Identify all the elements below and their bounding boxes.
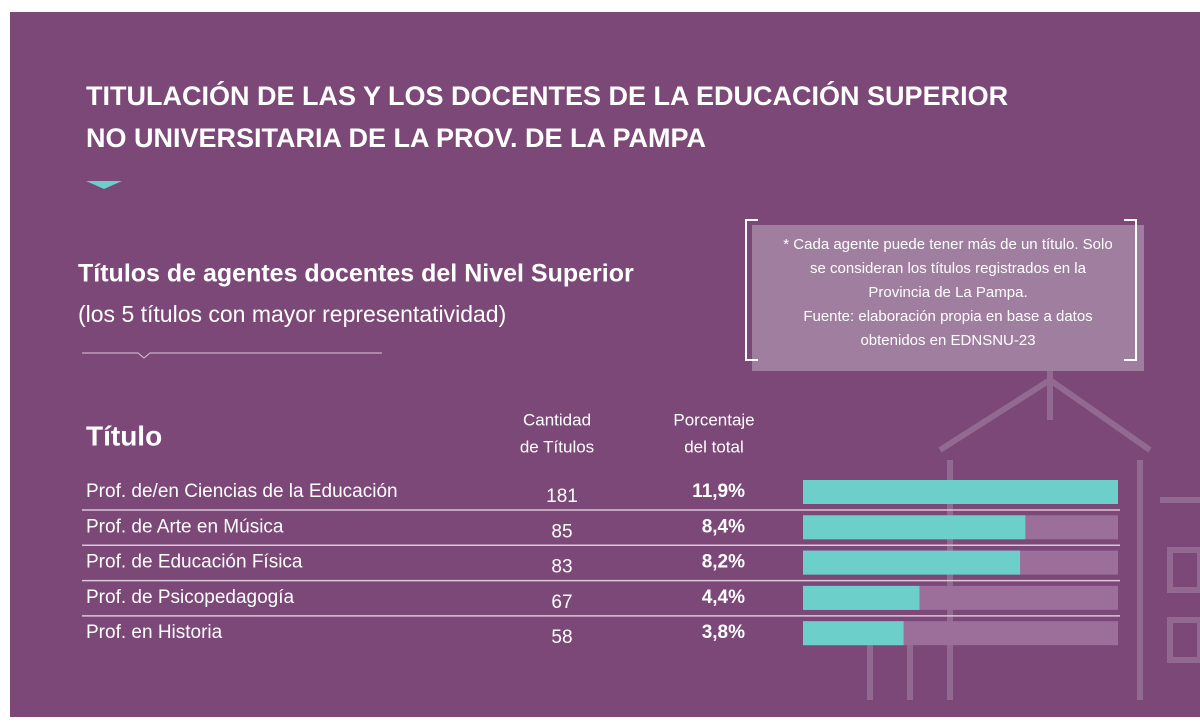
note-line: obtenidos en EDNSNU-23 xyxy=(860,332,1035,349)
title-line: NO UNIVERSITARIA DE LA PROV. DE LA PAMPA xyxy=(86,123,706,153)
count: 58 xyxy=(551,627,572,648)
note-line: * Cada agente puede tener más de un títu… xyxy=(783,236,1112,253)
bar xyxy=(803,550,1021,575)
subtitle: (los 5 títulos con mayor representativid… xyxy=(78,301,506,327)
percent-label: 11,9% xyxy=(692,481,745,502)
title-marker xyxy=(86,181,122,189)
column-header: de Títulos xyxy=(520,437,594,456)
percent-label: 3,8% xyxy=(702,622,745,643)
column-header: Título xyxy=(86,420,162,451)
percent-label: 8,4% xyxy=(702,516,745,537)
bar xyxy=(803,585,920,610)
count: 181 xyxy=(546,486,578,507)
subtitle: Títulos de agentes docentes del Nivel Su… xyxy=(78,260,634,288)
column-header: Porcentaje xyxy=(673,410,754,429)
row-label: Prof. de/en Ciencias de la Educación xyxy=(86,481,398,502)
note-brackets xyxy=(745,219,1137,361)
note-line: Provincia de La Pampa. xyxy=(868,284,1027,301)
note-line: Fuente: elaboración propia en base a dat… xyxy=(803,308,1092,325)
bar xyxy=(803,480,1118,504)
column-header: Cantidad xyxy=(523,410,591,429)
count: 83 xyxy=(551,557,572,578)
count: 67 xyxy=(551,592,572,613)
note-line: se consideran los títulos registrados en… xyxy=(810,260,1087,277)
column-header: del total xyxy=(684,437,744,456)
count: 85 xyxy=(551,521,572,542)
row-label: Prof. en Historia xyxy=(86,622,223,643)
row-label: Prof. de Educación Física xyxy=(86,552,303,573)
divider xyxy=(82,352,382,359)
note-box xyxy=(752,225,1144,371)
percent-label: 4,4% xyxy=(702,587,745,608)
title-line: TITULACIÓN DE LAS Y LOS DOCENTES DE LA E… xyxy=(86,80,1008,111)
bar xyxy=(803,621,904,646)
row-label: Prof. de Arte en Música xyxy=(86,516,284,537)
percent-label: 8,2% xyxy=(702,552,745,573)
bar xyxy=(803,515,1026,540)
row-label: Prof. de Psicopedagogía xyxy=(86,587,295,608)
